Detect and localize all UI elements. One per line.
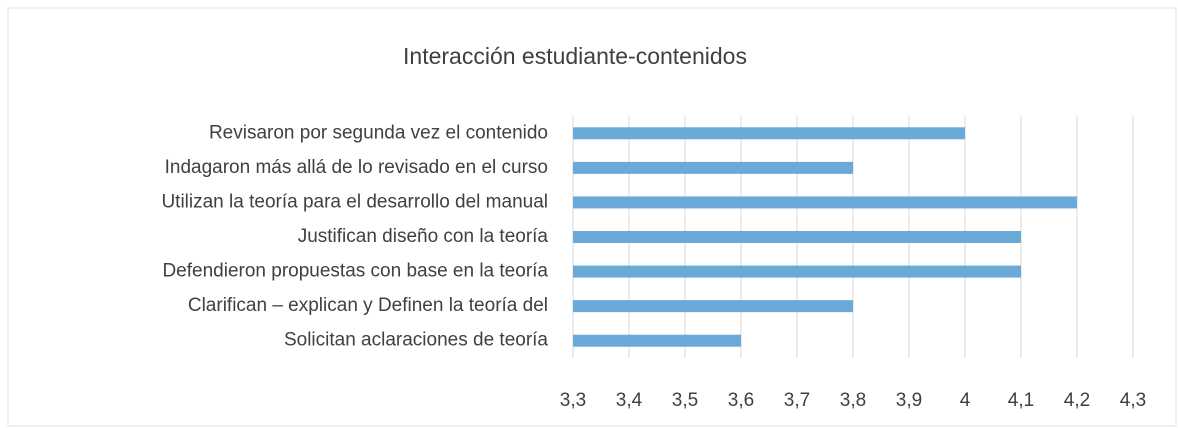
y-tick-label: Defendieron propuestas con base en la te… — [162, 261, 548, 282]
y-tick-label: Utilizan la teoría para el desarrollo de… — [161, 191, 548, 212]
bar — [573, 196, 1077, 209]
x-tick-label: 3,6 — [728, 390, 754, 411]
x-tick-label: 3,9 — [896, 390, 922, 411]
bar — [573, 161, 853, 174]
x-tick-label: 3,3 — [560, 390, 586, 411]
bar — [573, 334, 741, 347]
bar — [573, 231, 1021, 243]
x-tick-label: 4,2 — [1064, 390, 1090, 411]
bar — [573, 300, 853, 313]
y-tick-label: Justifican diseño con la teoría — [298, 226, 549, 247]
x-tick-label: 3,5 — [672, 390, 698, 411]
x-tick-label: 4,3 — [1120, 390, 1146, 411]
x-tick-label: 4,1 — [1008, 390, 1034, 411]
x-tick-label: 3,8 — [840, 390, 866, 411]
chart-title: Interacción estudiante-contenidos — [403, 43, 747, 69]
bar — [573, 127, 965, 140]
y-tick-label: Indagaron más allá de lo revisado en el … — [165, 157, 548, 178]
y-tick-label: Revisaron por segunda vez el contenido — [209, 122, 548, 143]
bar — [573, 265, 1021, 278]
chart-border — [7, 7, 1177, 427]
x-tick-label: 4 — [960, 390, 971, 411]
x-tick-label: 3,4 — [616, 390, 643, 411]
x-tick-label: 3,7 — [784, 390, 810, 411]
y-tick-label: Solicitan aclaraciones de teoría — [284, 330, 548, 351]
y-tick-label: Clarifican – explican y Definen la teorí… — [188, 295, 548, 316]
